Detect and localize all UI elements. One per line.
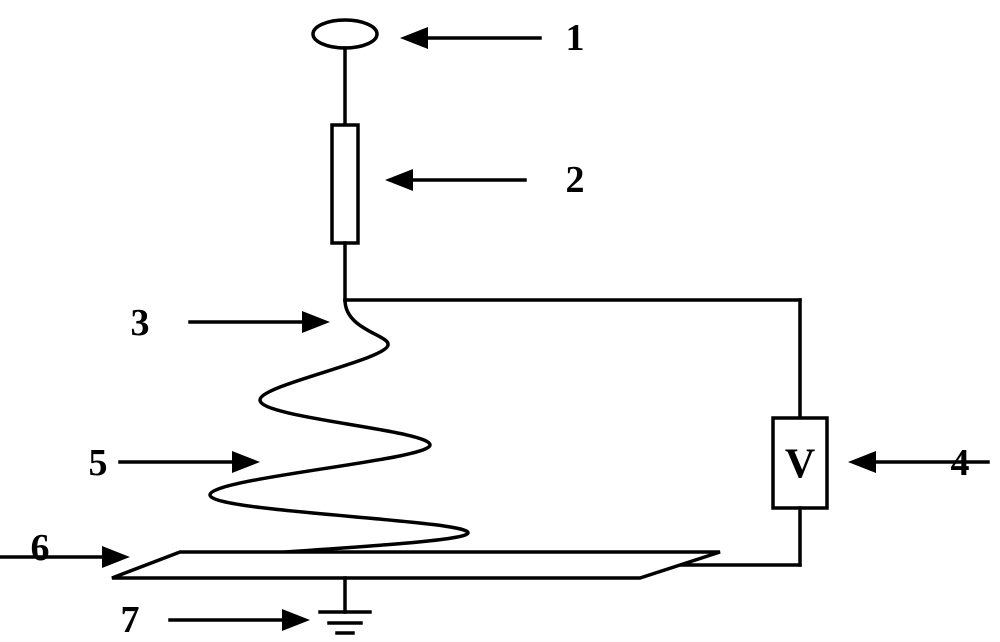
- label-3: 3: [131, 302, 150, 344]
- pointer-arrow: [400, 27, 540, 49]
- label-1: 1: [566, 17, 585, 59]
- label-7: 7: [121, 599, 140, 641]
- voltmeter-label: V: [785, 442, 815, 488]
- label-5: 5: [89, 442, 108, 484]
- label-2: 2: [566, 159, 585, 201]
- pointer-arrow: [385, 169, 525, 191]
- label-4: 4: [951, 442, 970, 484]
- pointer-arrow: [0, 546, 130, 568]
- pointer-arrow: [170, 609, 310, 631]
- collector-plate: [112, 552, 720, 578]
- pointer-arrow: [190, 311, 330, 333]
- label-6: 6: [31, 527, 50, 569]
- spiral-jet: [165, 300, 468, 563]
- injector-rect: [332, 125, 358, 243]
- top-ellipse: [313, 20, 377, 48]
- pointer-arrow: [120, 451, 260, 473]
